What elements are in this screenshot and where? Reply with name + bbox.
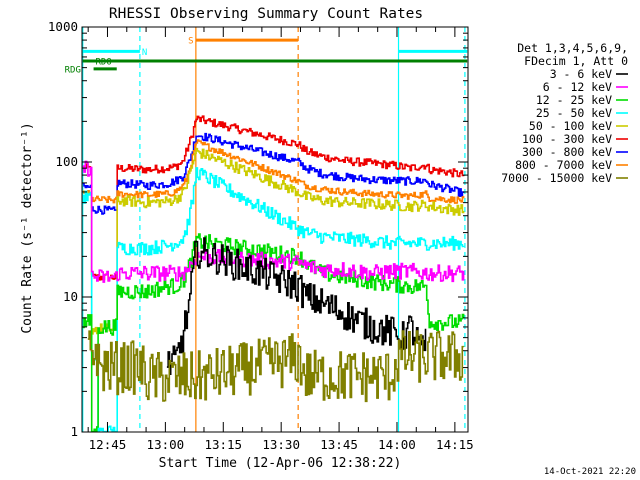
series-7000-15000-kev <box>87 330 465 403</box>
state-label-n: N <box>142 48 147 58</box>
legend: Det 1,3,4,5,6,9,FDecim 1, Att 03 - 6 keV… <box>501 41 628 185</box>
y-axis: 1 10 100 1000 <box>48 19 468 439</box>
plot-frame <box>81 26 469 433</box>
x-tick-label: 14:00 <box>378 437 416 452</box>
x-tick-label: 13:45 <box>320 437 358 452</box>
series-12-25-kev <box>82 233 465 433</box>
state-label-rdo: RDO <box>96 57 112 67</box>
x-axis: 12:45 13:00 13:15 13:30 13:45 14:00 14:15 <box>87 27 474 452</box>
series-layer <box>82 115 465 433</box>
legend-entry-3-6-kev: 3 - 6 keV <box>550 67 612 81</box>
legend-entry-50-100-kev: 50 - 100 keV <box>529 119 612 133</box>
x-tick-label: 14:15 <box>436 437 474 452</box>
x-tick-label: 13:30 <box>262 437 300 452</box>
footer-timestamp: 14-Oct-2021 22:20 <box>544 467 636 477</box>
legend-entry-800-7000-kev: 800 - 7000 keV <box>515 158 612 172</box>
state-transition-lines <box>82 27 466 432</box>
chart-title: RHESSI Observing Summary Count Rates <box>109 6 423 22</box>
series-25-50-kev <box>82 167 465 433</box>
series-800-7000-kev <box>82 139 465 204</box>
legend-entry-7000-15000-kev: 7000 - 15000 keV <box>501 171 612 185</box>
state-label-rdg: RDG <box>65 65 81 75</box>
y-axis-label: Count Rate (s⁻¹ detector⁻¹) <box>20 122 35 333</box>
series-3-6-kev <box>166 237 427 375</box>
y-tick-label: 100 <box>55 154 78 169</box>
y-tick-label: 10 <box>63 289 78 304</box>
legend-header-0: Det 1,3,4,5,6,9, <box>517 41 628 55</box>
series-50-100-kev <box>82 147 465 335</box>
series-6-12-kev <box>82 160 465 283</box>
x-tick-label: 13:00 <box>147 437 185 452</box>
x-axis-label: Start Time (12-Apr-06 12:38:22) <box>159 456 402 471</box>
y-tick-label: 1 <box>70 424 78 439</box>
legend-entry-100-300-kev: 100 - 300 keV <box>522 132 612 146</box>
legend-entry-12-25-kev: 12 - 25 keV <box>536 93 612 107</box>
x-tick-label: 12:45 <box>89 437 127 452</box>
y-tick-label: 1000 <box>48 19 78 34</box>
legend-header-1: FDecim 1, Att 0 <box>524 54 628 68</box>
observing-state-bars: N S RDO RDG <box>65 37 468 75</box>
series-100-300-kev <box>82 115 465 282</box>
legend-entry-300-800-kev: 300 - 800 keV <box>522 145 612 159</box>
legend-entry-6-12-kev: 6 - 12 keV <box>543 80 612 94</box>
series-300-800-kev <box>82 132 465 215</box>
x-tick-label: 13:15 <box>204 437 242 452</box>
legend-entry-25-50-kev: 25 - 50 keV <box>536 106 612 120</box>
state-label-s: S <box>188 37 193 47</box>
